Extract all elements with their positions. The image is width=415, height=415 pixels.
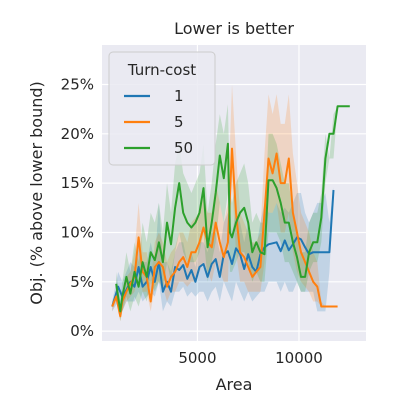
series-1-band <box>112 187 334 312</box>
y-axis-title: Obj. (% above lower bound) <box>27 81 46 305</box>
legend-box <box>108 51 216 166</box>
legend-label-50: 50 <box>174 139 193 157</box>
series-50-line <box>115 105 350 313</box>
legend-title: Turn-cost <box>127 61 196 79</box>
series-5-line <box>111 147 338 318</box>
x-tick-label: 5000 <box>178 349 216 367</box>
y-tick-label: 5% <box>70 273 94 291</box>
series-5-band <box>112 84 338 322</box>
series-lines <box>111 105 350 318</box>
y-tick-label: 10% <box>61 223 94 241</box>
y-tick-label: 20% <box>61 125 94 143</box>
series-50-band <box>116 104 350 322</box>
y-tick-label: 15% <box>61 174 94 192</box>
legend-label-1: 1 <box>174 87 184 105</box>
tick-labels: 5000 10000 0% 5% 10% 15% 20% 25% <box>61 75 323 367</box>
x-axis-title: Area <box>216 375 253 394</box>
y-tick-label: 25% <box>61 75 94 93</box>
chart-title: Lower is better <box>174 19 294 38</box>
confidence-bands <box>112 84 350 322</box>
x-tick-label: 10000 <box>275 349 323 367</box>
legend-label-5: 5 <box>174 113 184 131</box>
y-tick-label: 0% <box>70 322 94 340</box>
